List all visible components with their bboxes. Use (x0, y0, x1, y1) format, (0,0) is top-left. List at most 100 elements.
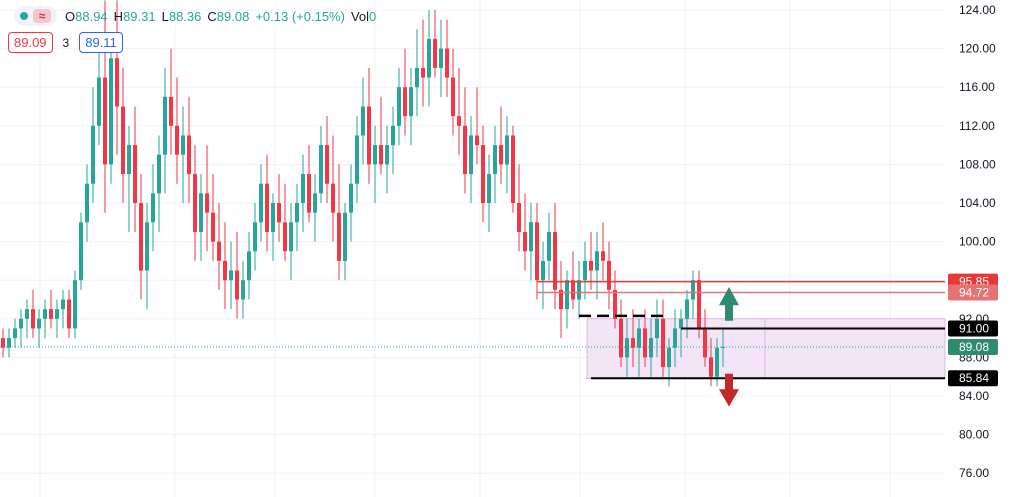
candle (565, 270, 569, 329)
change-value: +0.13 (+0.15%) (255, 8, 345, 24)
candle (637, 318, 641, 377)
candle-body (163, 96, 167, 155)
candle-body (295, 203, 299, 223)
candle (601, 222, 605, 281)
candle (487, 154, 491, 232)
y-tick-label: 76.00 (959, 466, 989, 480)
candle-body (427, 38, 431, 78)
candle-body (217, 241, 221, 261)
candle (91, 87, 95, 203)
candle-body (385, 145, 389, 165)
close-value: 89.08 (216, 8, 250, 24)
candle (307, 145, 311, 223)
candle-body (355, 135, 359, 184)
candle (253, 203, 257, 271)
candle (421, 19, 425, 107)
candle-body (313, 193, 317, 213)
volume-label: Vol (350, 8, 370, 24)
candle (277, 174, 281, 242)
candle-body (691, 280, 695, 300)
candle-body (61, 299, 65, 310)
candle-body (577, 280, 581, 300)
legend-toggle-button[interactable]: ≈ (14, 6, 57, 26)
candle-body (319, 145, 323, 194)
candle (547, 212, 551, 281)
candle (211, 174, 215, 261)
y-tick-label: 84.00 (959, 389, 989, 403)
candle (499, 106, 503, 184)
candle-body (709, 357, 713, 377)
candle-body (13, 328, 17, 339)
candle-body (697, 280, 701, 329)
candle (109, 38, 113, 184)
candle-body (493, 145, 497, 175)
candle (613, 270, 617, 329)
y-tick-label: 100.00 (959, 235, 996, 249)
wave-icon[interactable]: ≈ (33, 9, 51, 23)
candle (325, 116, 329, 203)
candle (661, 299, 665, 377)
candle-body (415, 67, 419, 88)
candle (607, 241, 611, 310)
sell-price-button[interactable]: 89.09 (8, 32, 53, 53)
candle-body (19, 318, 23, 329)
spread-value: 3 (62, 35, 70, 50)
candle-body (73, 280, 77, 329)
candle (439, 19, 443, 97)
candle-body (289, 222, 293, 252)
candle-body (331, 183, 335, 213)
candle (385, 125, 389, 194)
candle (571, 251, 575, 310)
candle (397, 67, 401, 146)
candle-body (97, 77, 101, 126)
candle-body (529, 222, 533, 252)
candle (151, 164, 155, 252)
candle (511, 125, 515, 213)
candle-body (265, 183, 269, 232)
candle (361, 77, 365, 165)
candle-body (433, 38, 437, 68)
candle (145, 203, 149, 310)
candle-body (583, 260, 587, 281)
candle-body (343, 212, 347, 261)
candle (343, 203, 347, 281)
candle-body (169, 96, 173, 126)
candle-body (43, 309, 47, 319)
candle-body (685, 299, 689, 319)
candle (337, 164, 341, 281)
candle-body (451, 77, 455, 117)
candle-body (547, 231, 551, 261)
candle-body (487, 174, 491, 203)
candle-body (241, 280, 245, 300)
candle (49, 289, 53, 329)
candle (427, 10, 431, 107)
candle (463, 87, 467, 194)
last-price-tag-bg (948, 338, 998, 355)
candle (349, 164, 353, 242)
candle-body (661, 318, 665, 368)
candle (679, 309, 683, 358)
candle (163, 67, 167, 194)
candle-body (199, 193, 203, 232)
candle (31, 289, 35, 339)
candle (43, 299, 47, 339)
candle (25, 299, 29, 339)
candle (13, 318, 17, 348)
candle-body (457, 116, 461, 126)
candle-body (541, 260, 545, 281)
buy-price-button[interactable]: 89.11 (79, 32, 123, 53)
candle (517, 164, 521, 252)
candle-body (673, 328, 677, 348)
candle (79, 212, 83, 290)
candle (475, 87, 479, 165)
candle (505, 116, 509, 194)
candle (535, 203, 539, 300)
candle-body (187, 135, 191, 175)
candle (313, 174, 317, 242)
candle (445, 19, 449, 97)
candle (631, 309, 635, 368)
candle-body (367, 106, 371, 165)
candle (223, 222, 227, 310)
level-tag-91-00-bg (948, 320, 998, 337)
